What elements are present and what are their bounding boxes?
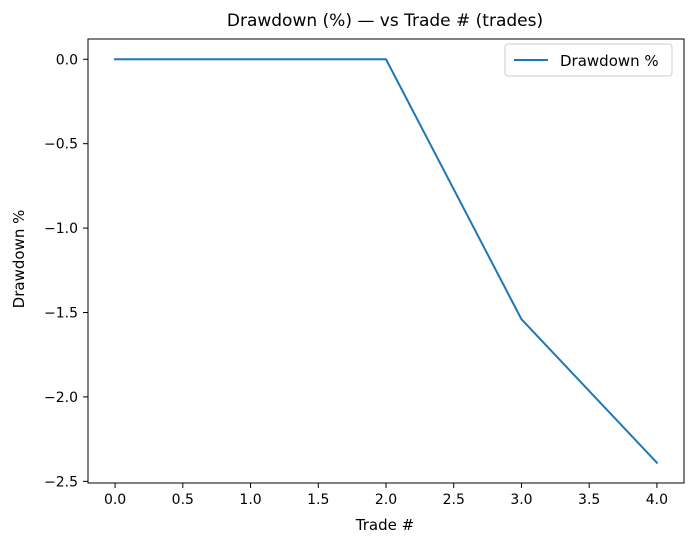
legend-box <box>504 43 673 77</box>
legend-label: Drawdown % <box>560 52 659 70</box>
y-tick-label: −2.5 <box>44 474 78 490</box>
x-tick-label: 1.0 <box>239 492 261 508</box>
x-tick-label: 0.5 <box>172 492 194 508</box>
x-tick-label: 2.0 <box>375 492 397 508</box>
y-tick-label: −1.5 <box>44 305 78 321</box>
plot-area <box>87 38 685 484</box>
x-tick-label: 4.0 <box>646 492 668 508</box>
x-tick-label: 0.0 <box>104 492 126 508</box>
x-tick-label: 2.5 <box>443 492 465 508</box>
series-line-drawdown <box>114 58 659 465</box>
x-tick-label: 1.5 <box>307 492 329 508</box>
x-axis-label: Trade # <box>355 516 414 534</box>
x-tick-label: 3.0 <box>510 492 532 508</box>
y-tick-label: 0.0 <box>56 52 78 68</box>
chart-title: Drawdown (%) — vs Trade # (trades) <box>227 11 543 31</box>
y-tick-label: −2.0 <box>44 390 78 406</box>
y-axis-label: Drawdown % <box>10 210 28 309</box>
y-tick-label: −0.5 <box>44 137 78 153</box>
legend: Drawdown % <box>504 43 673 77</box>
axis-ticks: 0.0 0.5 1.0 1.5 2.0 2.5 3.0 3.5 4.0 0.0 −0.5 −1.0 −1… <box>44 52 668 508</box>
axes-frame <box>87 38 685 484</box>
x-tick-label: 3.5 <box>578 492 600 508</box>
y-tick-label: −1.0 <box>44 221 78 237</box>
